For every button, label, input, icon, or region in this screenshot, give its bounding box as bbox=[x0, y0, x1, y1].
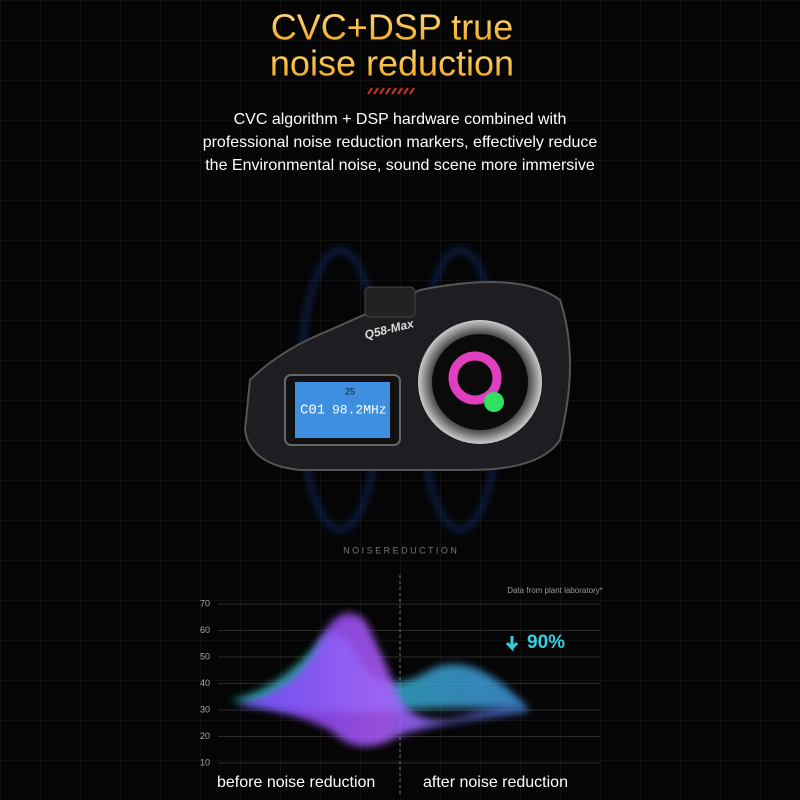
title: noise reduction bbox=[270, 43, 514, 84]
down-arrow bbox=[505, 636, 519, 652]
source-note: Data from plant laboratory* bbox=[507, 586, 603, 595]
y-tick-label: 70 bbox=[200, 598, 210, 608]
y-tick-label: 60 bbox=[200, 625, 210, 635]
reduction-value: 90% bbox=[527, 632, 565, 653]
y-tick-label: 40 bbox=[200, 678, 210, 688]
lcd-volume: 25 bbox=[345, 386, 355, 396]
before-wave bbox=[235, 613, 530, 747]
divider bbox=[367, 87, 415, 95]
device: Q58-Max 25 C01 98.2MHz bbox=[243, 248, 571, 532]
y-tick-label: 50 bbox=[200, 651, 210, 661]
lcd-channel: C01 bbox=[300, 403, 325, 419]
title: CVC+DSP true bbox=[271, 7, 513, 48]
description: CVC algorithm + DSP hardware combined wi… bbox=[234, 111, 567, 128]
after-label: after noise reduction bbox=[423, 774, 568, 791]
lcd-frequency: 98.2MHz bbox=[332, 402, 387, 417]
y-tick-label: 10 bbox=[200, 757, 210, 767]
y-tick-label: 30 bbox=[200, 704, 210, 714]
before-label: before noise reduction bbox=[217, 774, 375, 791]
description: the Environmental noise, sound scene mor… bbox=[205, 157, 595, 174]
section-title: N O I S E R E D U C T I O N bbox=[343, 545, 457, 555]
description: professional noise reduction markers, ef… bbox=[203, 134, 598, 151]
y-tick-label: 20 bbox=[200, 731, 210, 741]
